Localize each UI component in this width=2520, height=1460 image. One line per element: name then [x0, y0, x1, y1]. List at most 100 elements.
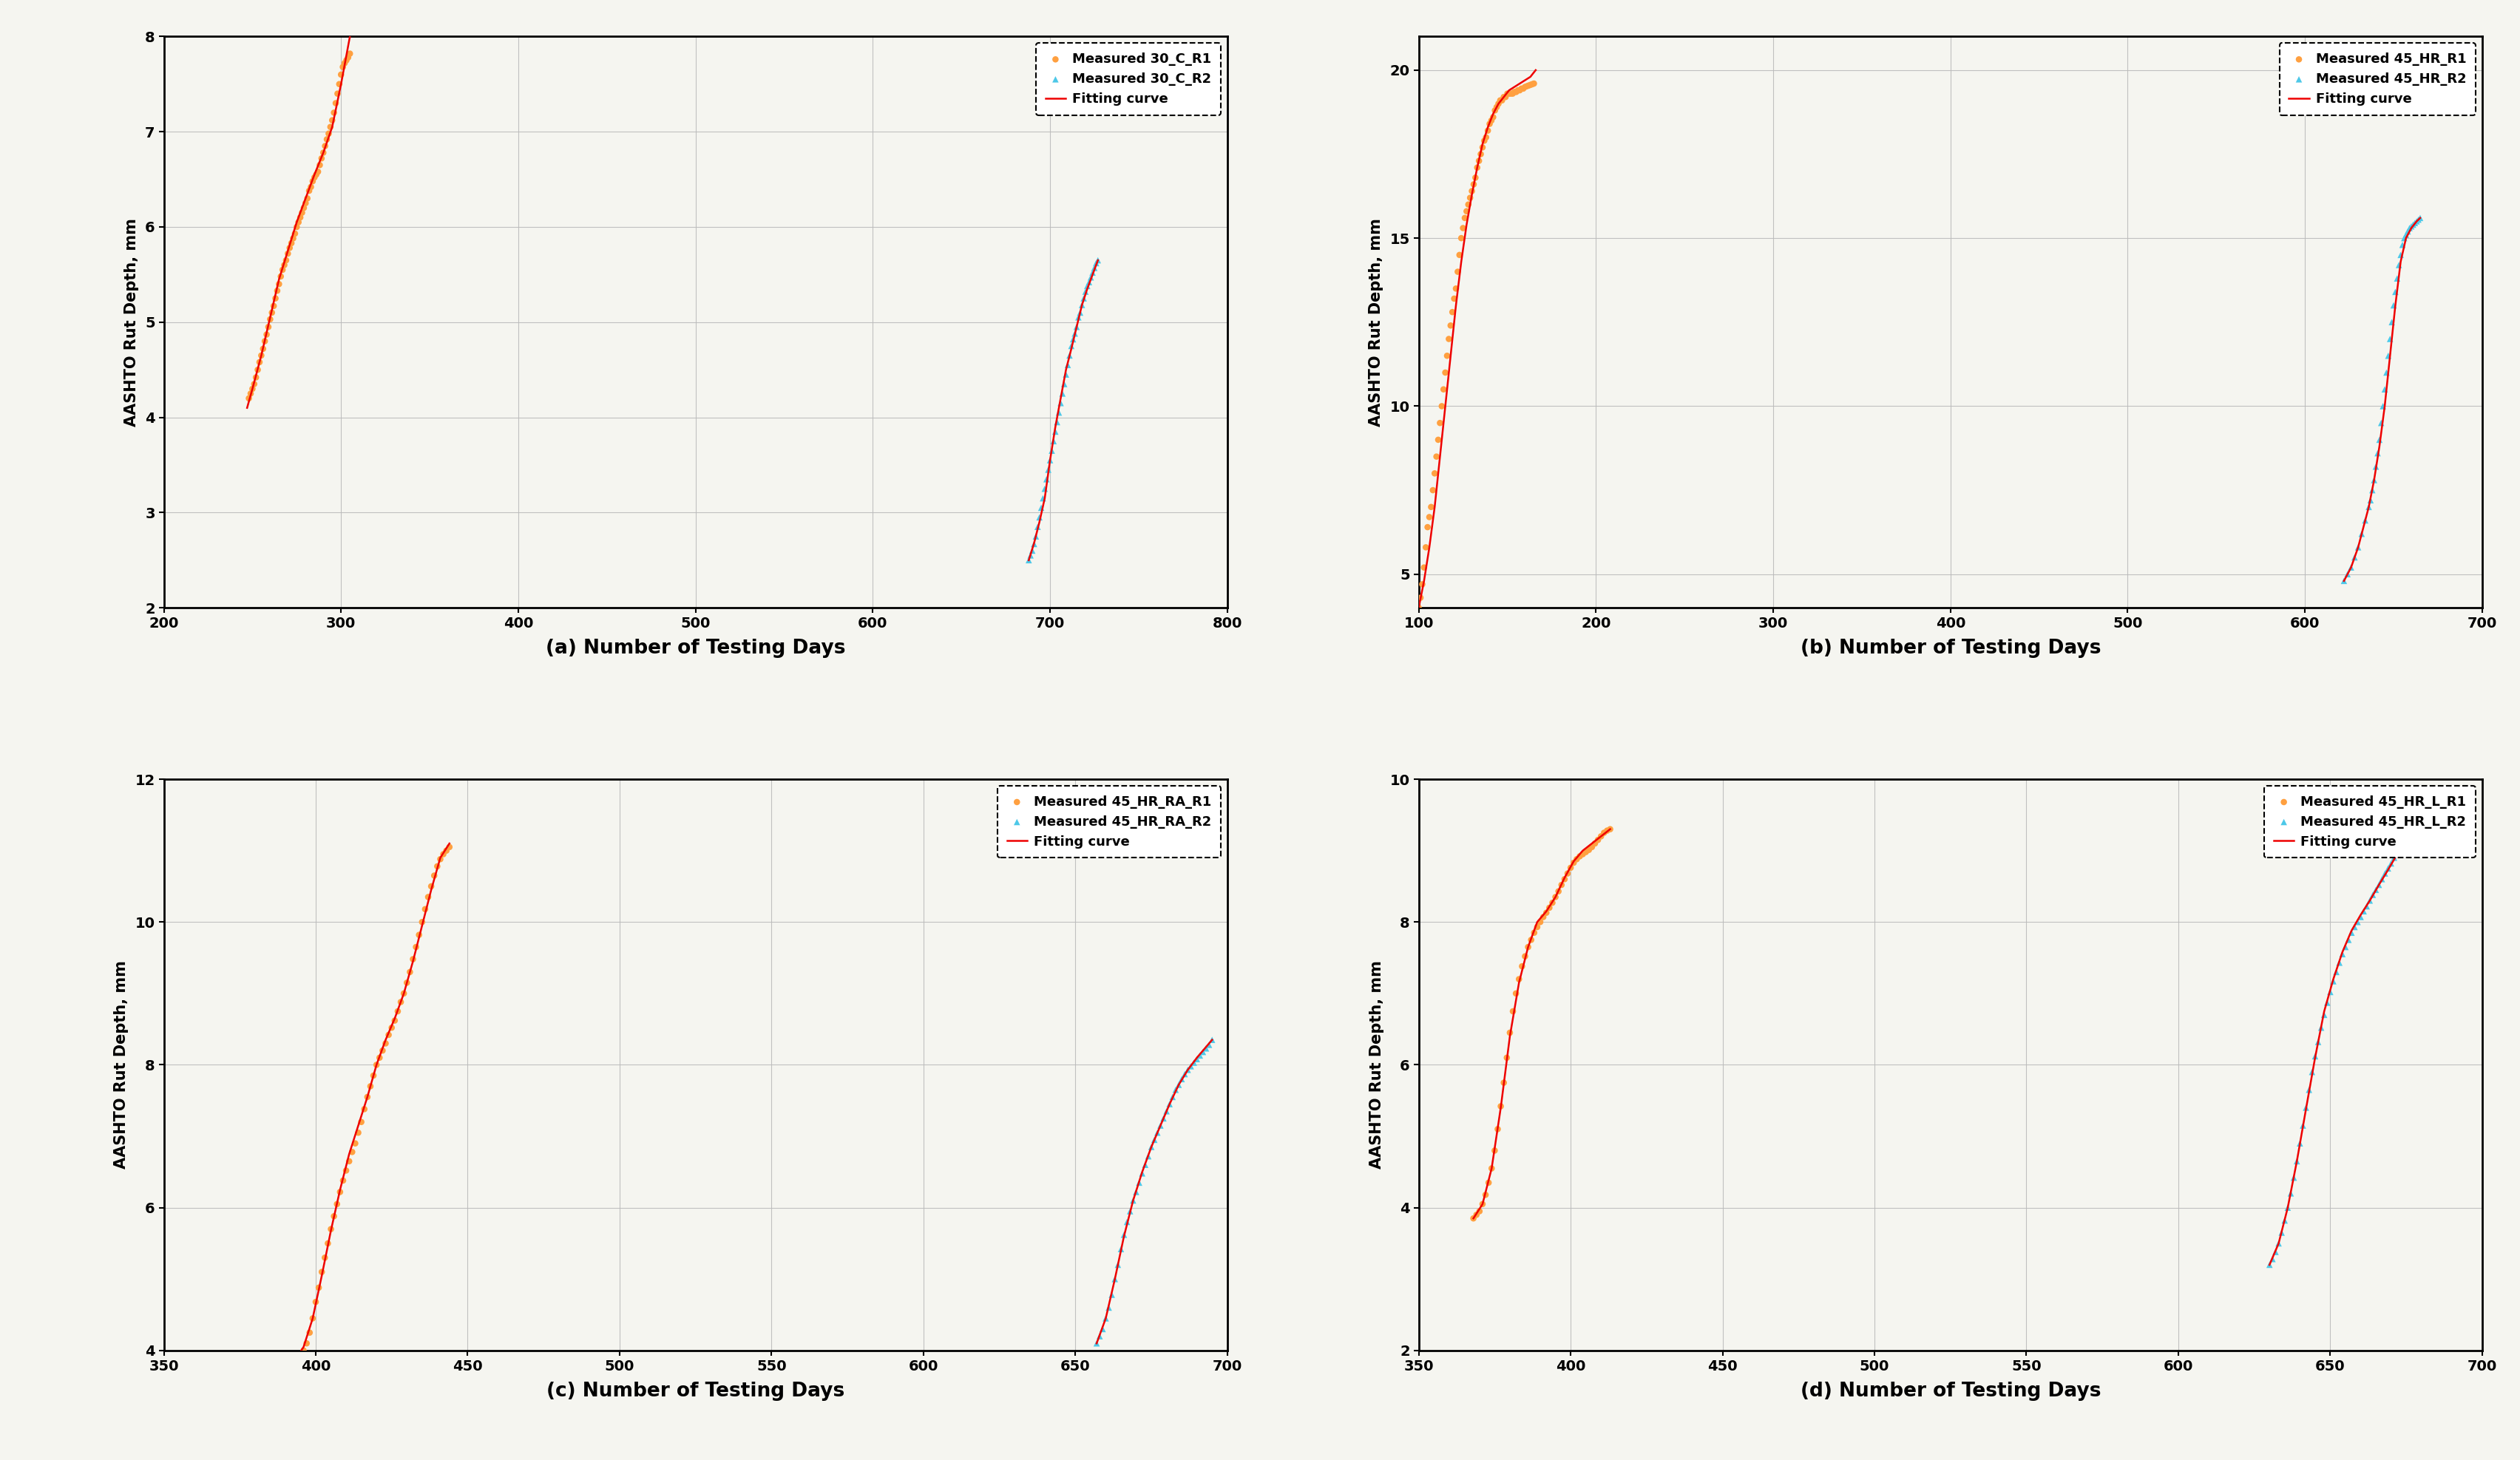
Measured 30_C_R2 — [1013, 539, 1053, 562]
Measured 45_HR_RA_R1 — [295, 1291, 335, 1314]
Measured 45_HR_L_R1 — [1474, 1139, 1515, 1162]
Measured 45_HR_L_R2 — [2260, 1221, 2301, 1244]
Measured 45_HR_R1 — [1494, 80, 1535, 104]
Measured 45_HR_RA_R1 — [302, 1260, 343, 1283]
Measured 45_HR_RA_R1 — [360, 1045, 401, 1069]
Measured 30_C_R2 — [1074, 256, 1114, 279]
Measured 45_HR_RA_R1 — [275, 1349, 315, 1372]
Measured 45_HR_R1 — [1459, 149, 1499, 172]
Measured 30_C_R2 — [1076, 251, 1116, 274]
Fitting curve — [2273, 1199, 2303, 1216]
Measured 45_HR_R2 — [2334, 546, 2374, 569]
Measured 30_C_R1 — [320, 63, 360, 86]
Measured 30_C_R1 — [257, 279, 297, 302]
Measured 30_C_R1 — [275, 222, 315, 245]
Measured 45_HR_R1 — [1414, 461, 1454, 485]
Measured 45_HR_RA_R1 — [348, 1085, 388, 1108]
Measured 30_C_R2 — [1079, 248, 1119, 272]
Fitting curve — [2328, 943, 2359, 961]
Measured 45_HR_RA_R1 — [365, 1032, 406, 1056]
Measured 45_HR_L_R2 — [2308, 991, 2349, 1015]
Measured 45_HR_L_R2 — [2281, 1132, 2321, 1155]
Measured 45_HR_RA_R1 — [368, 1023, 408, 1047]
Measured 45_HR_L_R1 — [1562, 842, 1603, 866]
Fitting curve — [1036, 451, 1066, 469]
Measured 30_C_R1 — [312, 108, 353, 131]
Measured 45_HR_L_R2 — [2273, 1167, 2313, 1190]
Measured 45_HR_R2 — [2361, 412, 2402, 435]
Measured 45_HR_RA_R1 — [350, 1075, 391, 1098]
Measured 30_C_R1 — [307, 127, 348, 150]
Measured 45_HR_R2 — [2366, 361, 2407, 384]
Measured 30_C_R2 — [1063, 286, 1104, 310]
Measured 45_HR_R2 — [2356, 456, 2397, 479]
Fitting curve — [1046, 390, 1076, 407]
Measured 45_HR_L_R1 — [1527, 901, 1567, 924]
Measured 45_HR_RA_R2 — [1172, 1054, 1212, 1077]
Measured 45_HR_R2 — [2379, 254, 2419, 277]
Measured 45_HR_RA_R1 — [398, 923, 438, 946]
Measured 30_C_R1 — [297, 161, 338, 184]
Measured 45_HR_RA_R2 — [1091, 1283, 1131, 1307]
Measured 30_C_R1 — [267, 248, 307, 272]
Measured 45_HR_RA_R1 — [318, 1193, 358, 1216]
Measured 30_C_R2 — [1066, 274, 1106, 298]
Fitting curve — [2328, 572, 2359, 590]
Measured 45_HR_R1 — [1472, 110, 1512, 133]
Measured 45_HR_L_R2 — [2371, 851, 2412, 875]
Measured 30_C_R1 — [267, 242, 307, 266]
Fitting curve — [2389, 834, 2419, 851]
Measured 30_C_R1 — [229, 383, 270, 406]
Measured 30_C_R1 — [282, 201, 323, 225]
Measured 45_HR_L_R2 — [2323, 943, 2364, 967]
Measured 45_HR_R1 — [1454, 172, 1494, 196]
Measured 45_HR_RA_R2 — [1157, 1077, 1197, 1101]
Measured 30_C_R1 — [318, 82, 358, 105]
Measured 45_HR_R2 — [2394, 212, 2434, 235]
Fitting curve — [2404, 209, 2434, 226]
Measured 30_C_R1 — [320, 73, 360, 96]
Legend: Measured 45_HR_RA_R1, Measured 45_HR_RA_R2, Fitting curve: Measured 45_HR_RA_R1, Measured 45_HR_RA_… — [998, 785, 1220, 858]
Measured 45_HR_RA_R2 — [1131, 1136, 1172, 1159]
Measured 45_HR_R2 — [2339, 536, 2379, 559]
Measured 45_HR_R1 — [1426, 361, 1467, 384]
Measured 45_HR_RA_R1 — [421, 847, 461, 870]
Measured 45_HR_R2 — [2359, 428, 2399, 451]
Measured 45_HR_R1 — [1484, 85, 1525, 108]
Measured 45_HR_R2 — [2386, 220, 2427, 244]
Fitting curve — [2374, 861, 2404, 879]
Measured 45_HR_R1 — [1462, 136, 1502, 159]
Fitting curve — [1182, 1048, 1212, 1066]
Measured 45_HR_R2 — [2364, 378, 2404, 402]
Measured 30_C_R1 — [323, 55, 363, 79]
Legend: Measured 45_HR_R1, Measured 45_HR_R2, Fitting curve: Measured 45_HR_R1, Measured 45_HR_R2, Fi… — [2281, 44, 2475, 115]
Measured 45_HR_R2 — [2331, 556, 2371, 580]
Measured 45_HR_L_R1 — [1462, 1193, 1502, 1216]
Measured 30_C_R2 — [1066, 280, 1106, 304]
Measured 45_HR_R1 — [1446, 200, 1487, 223]
Measured 30_C_R2 — [1071, 266, 1111, 289]
Measured 45_HR_RA_R2 — [1187, 1037, 1227, 1060]
Measured 30_C_R1 — [255, 286, 295, 310]
Measured 45_HR_R1 — [1509, 73, 1550, 96]
Measured 45_HR_L_R2 — [2326, 936, 2366, 959]
Measured 45_HR_R1 — [1512, 73, 1552, 96]
Measured 45_HR_RA_R2 — [1177, 1047, 1217, 1070]
Measured 45_HR_L_R2 — [2258, 1232, 2298, 1256]
Measured 30_C_R1 — [330, 42, 370, 66]
Measured 45_HR_RA_R1 — [320, 1180, 360, 1203]
Measured 45_HR_L_R2 — [2384, 831, 2424, 854]
Fitting curve — [2336, 921, 2366, 939]
Measured 45_HR_L_R1 — [1550, 856, 1590, 879]
Line: Fitting curve: Fitting curve — [1028, 260, 1099, 561]
Measured 45_HR_R1 — [1449, 193, 1489, 216]
Measured 45_HR_RA_R2 — [1137, 1121, 1177, 1145]
Measured 45_HR_R1 — [1419, 412, 1459, 435]
Fitting curve — [2381, 296, 2412, 314]
Measured 45_HR_L_R1 — [1545, 867, 1585, 891]
Fitting curve — [2263, 1235, 2293, 1253]
Measured 45_HR_RA_R1 — [396, 936, 436, 959]
Measured 45_HR_RA_R1 — [411, 875, 451, 898]
Measured 45_HR_R1 — [1449, 185, 1489, 209]
Measured 45_HR_L_R2 — [2331, 921, 2371, 945]
